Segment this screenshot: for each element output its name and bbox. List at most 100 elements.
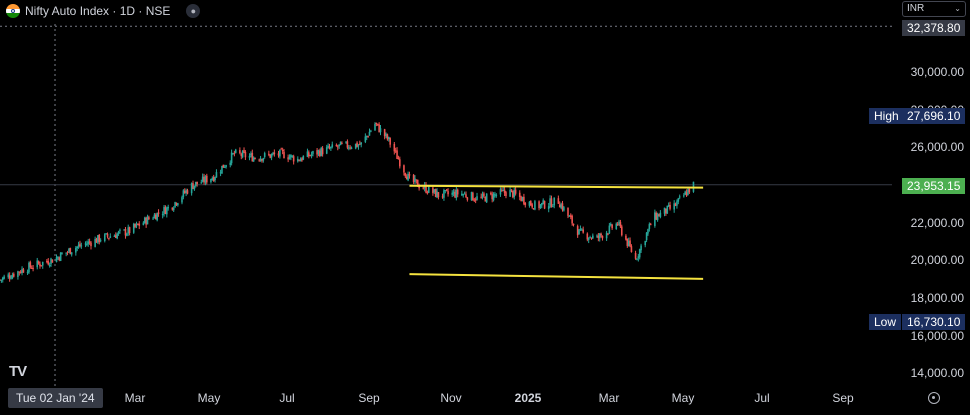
candle-body: [132, 223, 135, 233]
candle-body: [666, 205, 669, 214]
candle-body: [677, 198, 680, 202]
candle-body: [32, 267, 34, 269]
candle-body: [152, 218, 154, 220]
candle-body: [370, 130, 372, 132]
candle-body: [94, 238, 96, 247]
candle-body: [644, 241, 647, 246]
candle-body: [433, 189, 436, 193]
candle-body: [41, 261, 44, 266]
candle-body: [655, 212, 658, 220]
candle-body: [194, 181, 197, 186]
candle-body: [161, 214, 164, 216]
candle-body: [561, 203, 564, 211]
candle-body: [518, 192, 521, 197]
candle-body: [309, 155, 312, 157]
candle-body: [22, 269, 25, 273]
candle-body: [472, 192, 474, 201]
candle-body: [569, 215, 572, 217]
candle-body: [367, 136, 369, 138]
candle-body: [598, 233, 601, 239]
candle-body: [251, 152, 254, 162]
candle-body: [451, 192, 454, 195]
candle-body: [426, 192, 429, 194]
candle-body: [378, 124, 380, 133]
candle-body: [206, 175, 208, 183]
candle-body: [193, 185, 196, 190]
candle-body: [47, 261, 50, 265]
candle-body: [549, 198, 551, 206]
candle-body: [8, 275, 11, 279]
time-axis-label: Mar: [124, 391, 146, 405]
candle-body: [648, 224, 651, 229]
candle-body: [233, 152, 236, 154]
time-axis-label: May: [671, 391, 695, 405]
candle-body: [75, 247, 77, 253]
candle-body: [502, 190, 505, 192]
candle-body: [223, 166, 226, 168]
symbol-title[interactable]: Nifty Auto Index · 1D · NSE: [25, 4, 171, 18]
candle-body: [374, 123, 376, 131]
candle-body: [28, 262, 30, 273]
candle-body: [258, 159, 260, 161]
candle-body: [649, 224, 652, 226]
candle-body: [30, 267, 33, 269]
candle-body: [336, 146, 339, 148]
candle-body: [684, 191, 686, 195]
candle-body: [124, 228, 127, 236]
candle-body: [359, 143, 361, 145]
candle-body: [597, 235, 600, 238]
candle-body: [580, 229, 583, 231]
candle-body: [50, 258, 52, 265]
currency-select[interactable]: INR ⌄: [902, 1, 966, 17]
high-tag-value: 27,696.10: [902, 108, 966, 124]
visibility-toggle-icon[interactable]: ●: [186, 4, 201, 18]
candle-body: [36, 260, 39, 268]
time-axis-label: Jul: [279, 391, 295, 405]
candle-body: [252, 157, 255, 162]
candle-body: [676, 201, 678, 206]
candle-body: [210, 178, 212, 183]
candle-body: [196, 181, 198, 184]
candle-body: [163, 206, 165, 214]
candle-body: [495, 194, 498, 196]
candle-body: [634, 252, 637, 259]
candle-body: [491, 194, 493, 200]
candle-body: [389, 138, 391, 145]
candle-body: [312, 151, 314, 154]
candle-body: [658, 214, 660, 217]
candle-body: [302, 155, 305, 160]
candle-body: [301, 158, 303, 161]
candle-body: [403, 165, 405, 173]
candle-body: [685, 192, 688, 196]
candle-body: [241, 151, 244, 158]
candle-body: [181, 197, 183, 203]
candle-body: [11, 274, 14, 279]
candle-body: [609, 223, 612, 226]
low-tag-label: Low: [869, 314, 902, 330]
candle-body: [108, 237, 110, 239]
gear-icon[interactable]: [928, 392, 940, 404]
candle-body: [386, 134, 389, 140]
candle-body: [145, 217, 147, 225]
candle-body: [166, 207, 168, 215]
candle-body: [88, 241, 91, 243]
candle-body: [408, 174, 411, 176]
candle-body: [292, 156, 295, 162]
trendlines-group: [409, 184, 704, 280]
price-axis-label: 14,000.00: [910, 366, 964, 380]
candle-body: [550, 198, 553, 208]
candle-body: [483, 193, 485, 196]
candle-body: [174, 202, 176, 207]
candle-body: [405, 176, 408, 180]
candle-body: [441, 196, 444, 198]
candle-body: [232, 153, 234, 155]
candle-body: [444, 190, 447, 192]
candle-body: [98, 234, 101, 242]
candle-body: [240, 153, 243, 157]
tradingview-logo[interactable]: TV: [9, 363, 27, 380]
time-axis-label: 2025: [514, 391, 542, 405]
candle-body: [248, 155, 251, 158]
candle-body: [505, 192, 507, 197]
candle-body: [211, 178, 214, 180]
